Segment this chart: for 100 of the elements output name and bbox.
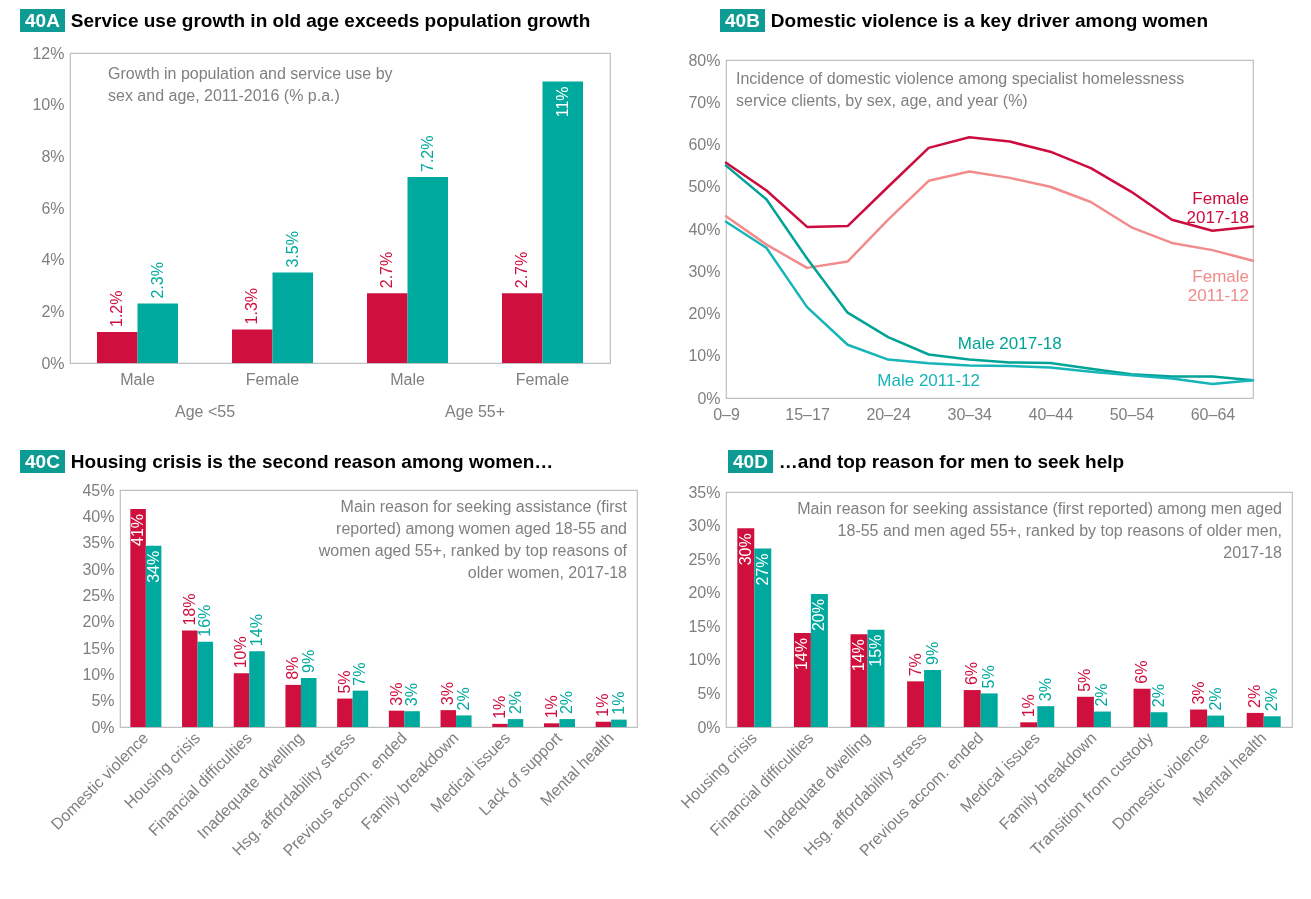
- bar: [249, 651, 265, 727]
- series-label: Male 2011-12: [877, 371, 981, 391]
- x-tick-label: Male: [390, 370, 425, 388]
- bar: [130, 508, 146, 727]
- data-label: 2%: [1093, 683, 1111, 707]
- x-tick-label: 60–64: [1190, 405, 1236, 423]
- y-tick-label: 20%: [688, 305, 721, 322]
- line-series: [724, 170, 1255, 270]
- data-label: 27%: [753, 553, 771, 586]
- y-tick-label: 45%: [82, 481, 115, 499]
- y-tick-label: 5%: [91, 692, 115, 710]
- bar: [407, 177, 448, 363]
- data-label: 9%: [923, 641, 941, 665]
- y-tick-label: 70%: [688, 93, 721, 111]
- x-tick-label: 40–44: [1028, 405, 1074, 423]
- y-tick-label: 0%: [697, 718, 721, 736]
- data-label: 1%: [594, 693, 612, 717]
- text: Age <55: [174, 403, 236, 421]
- y-tick-label: 35%: [82, 534, 115, 552]
- chart-title: 40B Domestic violence is a key driver among women: [724, 9, 1209, 32]
- data-label: 3%: [1036, 678, 1054, 702]
- data-label: 14%: [248, 614, 266, 647]
- data-label: 2.7%: [513, 251, 531, 289]
- y-tick-label: 0%: [41, 354, 65, 372]
- x-tick-label: 30–34: [947, 405, 993, 423]
- data-label: 3%: [439, 682, 457, 706]
- data-label: 20%: [810, 599, 828, 632]
- bar: [232, 329, 273, 363]
- data-label: 3%: [1189, 681, 1207, 705]
- y-tick-label: 25%: [688, 550, 721, 568]
- bar: [404, 711, 420, 727]
- bar: [285, 684, 301, 727]
- bar: [1263, 716, 1281, 727]
- data-label: 3.5%: [283, 231, 301, 268]
- bar: [492, 723, 508, 727]
- y-tick-label: 4%: [41, 251, 65, 269]
- bar: [1076, 696, 1094, 727]
- bar: [137, 303, 178, 363]
- data-label: 3%: [403, 683, 421, 707]
- bar: [1093, 711, 1111, 727]
- chart-title: 40A Service use growth in old age exceeds population growth: [24, 9, 591, 32]
- bar: [300, 678, 317, 727]
- bar: [754, 548, 772, 727]
- y-tick-label: 50%: [688, 178, 721, 196]
- bar: [197, 641, 214, 727]
- data-label: 15%: [866, 634, 884, 667]
- text: Age 55+: [444, 403, 506, 421]
- bar: [456, 715, 472, 727]
- bar: [507, 719, 524, 727]
- bar: [542, 81, 583, 363]
- bar: [182, 630, 198, 727]
- data-label: 2%: [454, 687, 472, 711]
- data-label: 8%: [284, 656, 302, 680]
- text: Main reason for seeking assistance (first reported) among women aged 18-55 and women aged 55+, ranked by top reasons of older women, 2017-18: [318, 498, 627, 581]
- data-label: 5%: [980, 665, 998, 689]
- y-tick-label: 20%: [688, 584, 721, 602]
- y-tick-label: 40%: [688, 220, 721, 238]
- y-tick-label: 5%: [697, 684, 721, 702]
- bar: [1020, 722, 1038, 727]
- data-label: 5%: [335, 670, 353, 694]
- data-label: 14%: [850, 639, 868, 672]
- y-tick-label: 0%: [91, 718, 115, 736]
- bar: [1246, 712, 1264, 727]
- x-tick-label: 15–17: [785, 405, 830, 423]
- y-tick-label: 30%: [688, 262, 721, 280]
- chart-title: 40D …and top reason for men to seek help: [732, 450, 1125, 473]
- data-label: 2%: [506, 690, 524, 715]
- series-label: Male 2017-18: [957, 333, 1062, 353]
- y-tick-label: 10%: [82, 665, 115, 683]
- data-label: 18%: [180, 593, 198, 626]
- bar: [440, 710, 457, 727]
- data-label: 9%: [299, 649, 317, 674]
- data-label: 1%: [1019, 694, 1037, 718]
- bar: [272, 272, 313, 363]
- y-tick-label: 35%: [688, 483, 721, 501]
- series-label: Female 2017-18: [1186, 189, 1249, 228]
- bar: [337, 698, 353, 727]
- series-label: Female 2011-12: [1187, 266, 1249, 305]
- data-label: 1.3%: [243, 287, 261, 325]
- text: Growth in population and service use by sex and age, 2011-2016 (% p.a.): [108, 64, 393, 106]
- data-label: 30%: [736, 533, 754, 566]
- bar: [559, 719, 575, 727]
- data-label: 41%: [129, 513, 147, 546]
- y-tick-label: 25%: [82, 586, 115, 604]
- bar: [924, 669, 942, 727]
- data-label: 10%: [232, 636, 250, 669]
- x-tick-label: 20–24: [866, 405, 911, 423]
- y-tick-label: 10%: [32, 96, 65, 114]
- data-label: 2%: [1206, 687, 1224, 711]
- bar: [963, 690, 981, 727]
- x-tick-label: 50–54: [1109, 405, 1155, 423]
- y-tick-label: 30%: [688, 517, 721, 535]
- bar: [980, 693, 998, 727]
- bar: [388, 710, 405, 727]
- y-tick-label: 10%: [688, 347, 721, 365]
- data-label: 7%: [351, 662, 369, 686]
- data-label: 14%: [793, 638, 811, 671]
- data-label: 7.2%: [418, 135, 436, 172]
- bar: [611, 719, 627, 727]
- line-series: [724, 136, 1255, 232]
